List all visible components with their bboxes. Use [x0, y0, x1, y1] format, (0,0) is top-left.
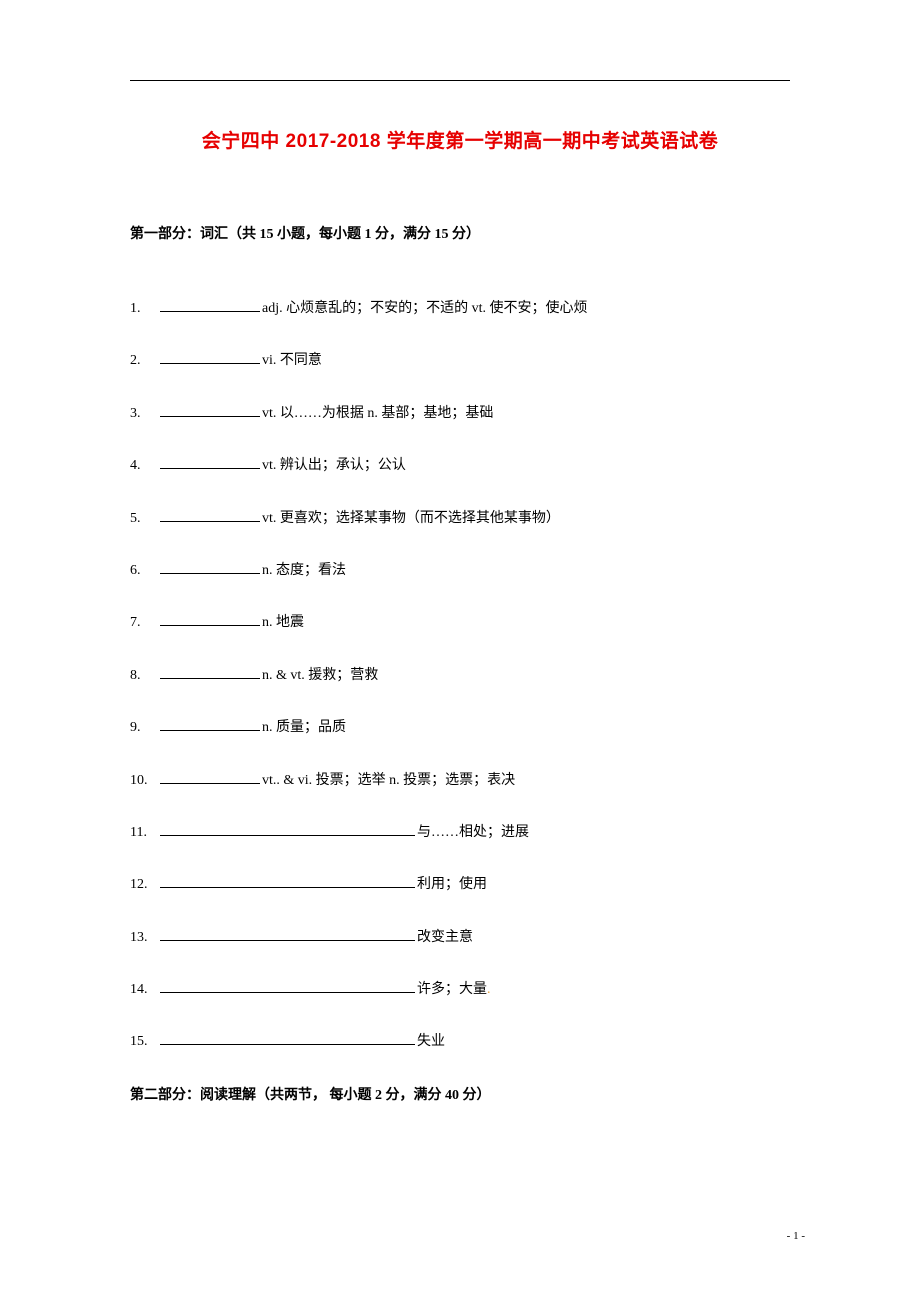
- item-number: 12.: [130, 874, 158, 896]
- vocab-item: 5. vt. 更喜欢；选择某事物（而不选择其他某事物）: [130, 508, 790, 530]
- vocab-item: 13. 改变主意: [130, 927, 790, 949]
- fill-blank: [160, 560, 260, 574]
- item-definition: vi. 不同意: [262, 353, 322, 368]
- item-definition: n. 质量；品质: [262, 720, 346, 735]
- highlight-dot-icon: .: [487, 982, 491, 997]
- fill-blank: [160, 612, 260, 626]
- exam-title: 会宁四中 2017-2018 学年度第一学期高一期中考试英语试卷: [130, 126, 790, 153]
- fill-blank: [160, 927, 415, 941]
- item-definition: n. 地震: [262, 615, 304, 630]
- fill-blank: [160, 455, 260, 469]
- item-definition: vt.. & vi. 投票；选举 n. 投票；选票；表决: [262, 773, 515, 788]
- item-definition: n. & vt. 援救；营救: [262, 668, 378, 683]
- vocab-item: 3. vt. 以……为根据 n. 基部；基地；基础: [130, 403, 790, 425]
- fill-blank: [160, 1031, 415, 1045]
- item-number: 9.: [130, 717, 158, 739]
- page-container: 会宁四中 2017-2018 学年度第一学期高一期中考试英语试卷 第一部分：词汇…: [0, 0, 920, 1184]
- top-horizontal-rule: [130, 80, 790, 81]
- fill-blank: [160, 298, 260, 312]
- fill-blank: [160, 403, 260, 417]
- fill-blank: [160, 350, 260, 364]
- item-number: 8.: [130, 665, 158, 687]
- item-number: 11.: [130, 822, 158, 844]
- item-definition: adj. 心烦意乱的；不安的；不适的 vt. 使不安；使心烦: [262, 301, 588, 316]
- vocab-item: 8. n. & vt. 援救；营救: [130, 665, 790, 687]
- vocab-item: 14. 许多；大量.: [130, 979, 790, 1001]
- item-number: 4.: [130, 455, 158, 477]
- item-definition: vt. 更喜欢；选择某事物（而不选择其他某事物）: [262, 511, 560, 526]
- fill-blank: [160, 874, 415, 888]
- section-2-header: 第二部分：阅读理解（共两节， 每小题 2 分，满分 40 分）: [130, 1084, 790, 1104]
- item-number: 6.: [130, 560, 158, 582]
- item-definition: 改变主意: [417, 930, 473, 945]
- vocab-item: 1. adj. 心烦意乱的；不安的；不适的 vt. 使不安；使心烦: [130, 298, 790, 320]
- page-number: - 1 -: [787, 1230, 805, 1242]
- fill-blank: [160, 822, 415, 836]
- fill-blank: [160, 770, 260, 784]
- item-definition: 失业: [417, 1034, 445, 1049]
- vocab-item: 10. vt.. & vi. 投票；选举 n. 投票；选票；表决: [130, 770, 790, 792]
- item-number: 1.: [130, 298, 158, 320]
- item-number: 2.: [130, 350, 158, 372]
- item-definition: n. 态度；看法: [262, 563, 346, 578]
- item-number: 3.: [130, 403, 158, 425]
- item-definition: 许多；大量: [417, 982, 487, 997]
- item-number: 14.: [130, 979, 158, 1001]
- item-number: 5.: [130, 508, 158, 530]
- fill-blank: [160, 717, 260, 731]
- vocab-item: 11. 与……相处；进展: [130, 822, 790, 844]
- fill-blank: [160, 665, 260, 679]
- item-number: 13.: [130, 927, 158, 949]
- item-number: 10.: [130, 770, 158, 792]
- vocabulary-items: 1. adj. 心烦意乱的；不安的；不适的 vt. 使不安；使心烦 2. vi.…: [130, 298, 790, 1054]
- vocab-item: 7. n. 地震: [130, 612, 790, 634]
- vocab-item: 12. 利用；使用: [130, 874, 790, 896]
- vocab-item: 15. 失业: [130, 1031, 790, 1053]
- vocab-item: 6. n. 态度；看法: [130, 560, 790, 582]
- fill-blank: [160, 508, 260, 522]
- vocab-item: 9. n. 质量；品质: [130, 717, 790, 739]
- fill-blank: [160, 979, 415, 993]
- vocab-item: 4. vt. 辨认出；承认；公认: [130, 455, 790, 477]
- item-definition: vt. 辨认出；承认；公认: [262, 458, 406, 473]
- item-definition: 利用；使用: [417, 877, 487, 892]
- vocab-item: 2. vi. 不同意: [130, 350, 790, 372]
- item-number: 15.: [130, 1031, 158, 1053]
- item-definition: 与……相处；进展: [417, 825, 529, 840]
- item-number: 7.: [130, 612, 158, 634]
- section-1-header: 第一部分：词汇（共 15 小题，每小题 1 分，满分 15 分）: [130, 223, 790, 243]
- item-definition: vt. 以……为根据 n. 基部；基地；基础: [262, 406, 493, 421]
